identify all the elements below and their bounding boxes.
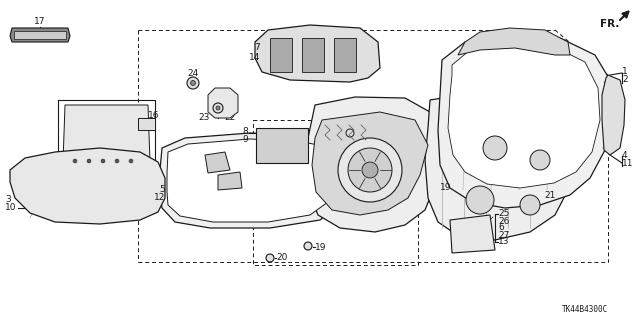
- Circle shape: [191, 80, 195, 85]
- Polygon shape: [255, 25, 380, 82]
- Polygon shape: [312, 112, 428, 215]
- Circle shape: [129, 159, 133, 163]
- Circle shape: [304, 242, 312, 250]
- Polygon shape: [602, 75, 625, 155]
- Circle shape: [530, 150, 550, 170]
- Polygon shape: [10, 28, 70, 42]
- Text: 10: 10: [5, 204, 17, 212]
- Polygon shape: [308, 97, 438, 232]
- Polygon shape: [425, 92, 575, 240]
- Polygon shape: [334, 38, 356, 72]
- Circle shape: [520, 195, 540, 215]
- Text: 17: 17: [35, 18, 45, 26]
- Circle shape: [338, 138, 402, 202]
- Text: 7: 7: [254, 43, 260, 53]
- Circle shape: [348, 148, 392, 192]
- Circle shape: [266, 254, 274, 262]
- Polygon shape: [270, 38, 292, 72]
- Text: TK44B4300C: TK44B4300C: [562, 306, 608, 315]
- Polygon shape: [458, 28, 570, 55]
- Text: 26: 26: [498, 217, 509, 226]
- Circle shape: [216, 106, 220, 110]
- Text: 12: 12: [154, 194, 165, 203]
- Text: 3: 3: [5, 196, 11, 204]
- Text: 24: 24: [188, 70, 198, 78]
- Polygon shape: [167, 139, 336, 222]
- Text: 20: 20: [276, 254, 287, 263]
- Polygon shape: [62, 103, 152, 165]
- Text: 15: 15: [72, 167, 83, 176]
- Text: 22: 22: [224, 113, 236, 122]
- Text: 14: 14: [248, 53, 260, 62]
- Circle shape: [213, 103, 223, 113]
- Text: 19: 19: [440, 183, 451, 192]
- Polygon shape: [450, 215, 495, 253]
- Text: 21: 21: [544, 190, 556, 199]
- Text: 13: 13: [498, 238, 509, 247]
- Text: 18: 18: [356, 123, 367, 132]
- Circle shape: [101, 159, 105, 163]
- Text: 23: 23: [198, 113, 210, 122]
- Circle shape: [87, 159, 91, 163]
- Text: 27: 27: [498, 231, 509, 240]
- Text: FR.: FR.: [600, 19, 620, 29]
- Polygon shape: [208, 88, 238, 118]
- Polygon shape: [302, 38, 324, 72]
- Text: 25: 25: [498, 210, 509, 219]
- Text: 11: 11: [622, 159, 634, 167]
- Circle shape: [362, 162, 378, 178]
- Polygon shape: [14, 31, 66, 39]
- Circle shape: [483, 136, 507, 160]
- Text: 2: 2: [622, 76, 628, 85]
- Circle shape: [346, 129, 354, 137]
- Polygon shape: [218, 172, 242, 190]
- Text: 4: 4: [622, 151, 628, 160]
- Polygon shape: [160, 133, 348, 228]
- Circle shape: [73, 159, 77, 163]
- Text: 9: 9: [243, 136, 248, 145]
- Circle shape: [466, 186, 494, 214]
- Polygon shape: [10, 148, 165, 224]
- Text: 19: 19: [315, 242, 326, 251]
- Text: 1: 1: [622, 68, 628, 77]
- Text: 6: 6: [498, 224, 504, 233]
- Polygon shape: [63, 105, 150, 162]
- Polygon shape: [448, 44, 600, 188]
- Polygon shape: [256, 128, 308, 163]
- Circle shape: [187, 77, 199, 89]
- Text: 8: 8: [243, 128, 248, 137]
- Polygon shape: [138, 118, 155, 130]
- Polygon shape: [205, 152, 230, 173]
- Text: 16: 16: [148, 110, 159, 120]
- Circle shape: [115, 159, 119, 163]
- Polygon shape: [438, 35, 612, 208]
- Text: 5: 5: [159, 186, 165, 195]
